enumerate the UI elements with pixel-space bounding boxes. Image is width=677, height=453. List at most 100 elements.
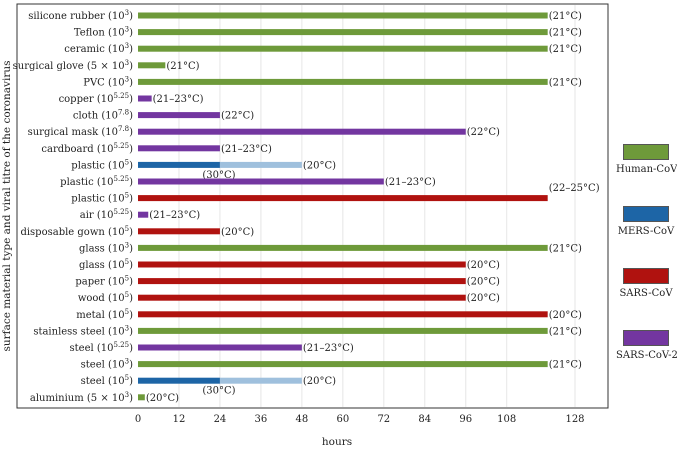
legend-item: Human-CoV <box>616 144 677 206</box>
x-tick-label: 36 <box>255 414 268 425</box>
legend-swatch <box>623 330 669 346</box>
category-label: plastic (105) <box>71 158 133 171</box>
bar <box>138 311 548 318</box>
category-label: glass (105) <box>79 258 133 271</box>
x-tick-label: 72 <box>377 414 390 425</box>
bar <box>138 29 548 36</box>
bar <box>138 327 548 334</box>
temperature-label: (21°C) <box>549 11 582 22</box>
bar <box>138 12 548 19</box>
bar <box>138 228 220 235</box>
bar <box>138 45 548 52</box>
bar <box>138 62 166 69</box>
category-label: glass (103) <box>79 241 133 254</box>
category-label: cardboard (105.25) <box>41 142 133 155</box>
category-label: steel (105.25) <box>70 341 134 354</box>
temperature-label: (20°C) <box>467 293 500 304</box>
temperature-label: (30°C) <box>202 386 235 397</box>
temperature-label: (22°C) <box>221 111 254 122</box>
temperature-label: (20°C) <box>303 160 336 171</box>
category-label: steel (105) <box>81 374 133 387</box>
bar <box>138 128 466 135</box>
bar <box>138 394 145 401</box>
category-label: disposable gown (105) <box>20 225 133 238</box>
legend-item: SARS-CoV-2 <box>616 330 677 392</box>
bar-extension <box>219 161 302 168</box>
category-label: surgical mask (107.8) <box>28 125 133 138</box>
temperature-label: (21–23°C) <box>153 94 204 105</box>
temperature-label: (20°C) <box>467 260 500 271</box>
bar <box>138 278 466 285</box>
temperature-label: (22°C) <box>467 127 500 138</box>
legend-label: SARS-CoV <box>619 288 673 299</box>
category-label: ceramic (103) <box>64 42 133 55</box>
bar <box>138 78 548 85</box>
bar <box>138 261 466 268</box>
bar <box>138 377 220 384</box>
temperature-label: (21–23°C) <box>149 210 200 221</box>
bar <box>138 244 548 251</box>
x-tick-label: 60 <box>336 414 349 425</box>
category-label: plastic (105) <box>71 192 133 205</box>
category-label: aluminium (5 × 103) <box>30 391 133 404</box>
category-label: PVC (103) <box>83 75 133 88</box>
category-label: stainless steel (103) <box>33 324 133 337</box>
bar <box>138 95 152 102</box>
bar <box>138 344 302 351</box>
x-tick-label: 128 <box>565 414 584 425</box>
legend-label: Human-CoV <box>616 164 677 175</box>
temperature-label: (21–23°C) <box>303 343 354 354</box>
legend-label: SARS-CoV-2 <box>616 350 677 361</box>
bar <box>138 145 220 152</box>
x-axis-label: hours <box>322 436 352 448</box>
legend-swatch <box>623 268 669 284</box>
category-label: surgical glove (5 × 103) <box>13 59 133 72</box>
temperature-label: (21°C) <box>549 28 582 39</box>
bar <box>138 161 220 168</box>
x-tick-label: 108 <box>497 414 516 425</box>
temperature-label: (20°C) <box>146 393 179 404</box>
bar <box>138 361 548 368</box>
x-tick-label: 0 <box>135 414 141 425</box>
temperature-label: (21°C) <box>549 360 582 371</box>
category-label: air (105.25) <box>80 208 133 221</box>
plot-frame <box>16 3 609 409</box>
temperature-label: (20°C) <box>467 277 500 288</box>
category-label: copper (105.25) <box>59 92 134 105</box>
x-tick-label: 96 <box>459 414 472 425</box>
temperature-label: (20°C) <box>303 376 336 387</box>
temperature-label: (21–23°C) <box>385 177 436 188</box>
x-tick-label: 24 <box>214 414 227 425</box>
x-tick-label: 12 <box>173 414 186 425</box>
temperature-label: (22–25°C) <box>549 183 600 194</box>
category-label: plastic (105.25) <box>60 175 133 188</box>
temperature-label: (21°C) <box>549 77 582 88</box>
legend-item: SARS-CoV <box>616 268 676 330</box>
temperature-label: (20°C) <box>549 310 582 321</box>
temperature-label: (21°C) <box>549 44 582 55</box>
category-label: steel (103) <box>81 358 133 371</box>
x-tick-label: 48 <box>296 414 309 425</box>
legend-swatch <box>623 144 669 160</box>
legend-label: MERS-CoV <box>617 226 675 237</box>
temperature-label: (21–23°C) <box>221 144 272 155</box>
bar-extension <box>219 377 302 384</box>
category-label: paper (105) <box>75 275 133 288</box>
bar <box>138 112 220 119</box>
bar <box>138 178 384 185</box>
legend-item: MERS-CoV <box>616 206 676 268</box>
bar <box>138 294 466 301</box>
category-label: silicone rubber (103) <box>28 9 133 22</box>
bar <box>138 195 548 202</box>
legend: Human-CoV MERS-CoV SARS-CoV SARS-CoV-2 <box>616 144 677 392</box>
temperature-label: (21°C) <box>549 243 582 254</box>
category-label: wood (105) <box>78 291 133 304</box>
y-axis-label: surface material type and viral titre of… <box>1 61 13 352</box>
bar <box>138 211 149 218</box>
temperature-label: (20°C) <box>221 227 254 238</box>
temperature-label: (21°C) <box>166 61 199 72</box>
category-label: cloth (107.8) <box>73 109 133 122</box>
x-tick-label: 84 <box>418 414 431 425</box>
